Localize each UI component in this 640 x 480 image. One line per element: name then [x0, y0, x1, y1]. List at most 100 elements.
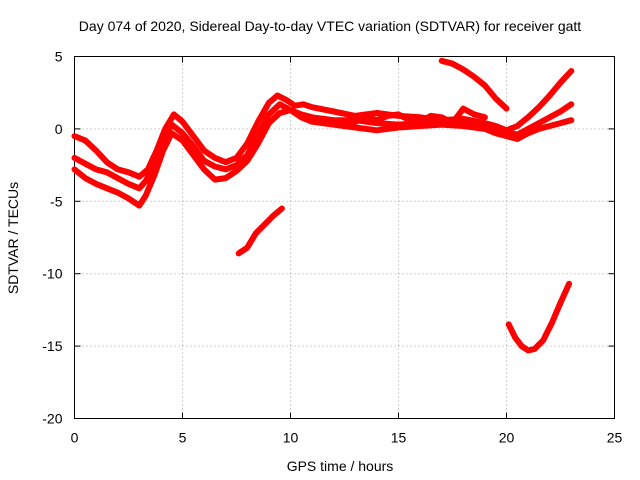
data-point [557, 300, 564, 306]
data-point [460, 66, 466, 73]
data-point [352, 124, 358, 131]
x-tick-label: 15 [391, 430, 407, 446]
data-point [449, 120, 456, 126]
y-tick-label: -20 [42, 411, 62, 427]
data-point [300, 101, 307, 107]
data-point [417, 123, 423, 129]
data-point [223, 175, 229, 181]
y-tick-label: 0 [55, 121, 63, 137]
data-point [115, 166, 121, 173]
data-point [331, 108, 337, 115]
data-point [201, 158, 207, 164]
data-point [525, 347, 531, 354]
data-point [104, 159, 110, 165]
x-tick-label: 5 [179, 430, 187, 446]
data-point [212, 155, 218, 161]
data-point [341, 121, 348, 128]
data-point [374, 117, 380, 123]
data-point [482, 114, 488, 120]
data-point [125, 195, 132, 202]
data-point [266, 111, 272, 118]
data-point [503, 133, 510, 139]
data-point [493, 95, 499, 102]
x-axis-label: GPS time / hours [287, 458, 394, 474]
data-point [93, 181, 99, 187]
data-point [482, 126, 488, 132]
data-point [223, 159, 229, 165]
data-point [292, 103, 298, 109]
data-point [93, 148, 99, 154]
data-point [568, 101, 574, 107]
data-point [82, 137, 88, 144]
y-tick-label: -10 [42, 266, 62, 282]
data-point [493, 130, 499, 136]
data-point [519, 343, 525, 349]
data-point [536, 126, 542, 132]
data-point [279, 205, 285, 212]
data-point [104, 185, 110, 191]
data-point [298, 114, 304, 120]
x-tick-label: 25 [607, 430, 623, 446]
data-point [439, 114, 445, 120]
data-point [277, 101, 283, 107]
tick-labels: 0 5 10 15 20 25 -20 -15 -10 -5 0 5 [42, 49, 622, 446]
data-point [233, 155, 240, 161]
data-point [331, 121, 337, 128]
data-point [395, 111, 402, 118]
data-point [506, 321, 512, 327]
data-point [233, 168, 240, 174]
data-point [244, 158, 250, 164]
data-point [125, 169, 132, 175]
data-point [540, 337, 546, 343]
data-point [179, 119, 186, 125]
data-point [261, 221, 268, 228]
data-point [547, 92, 553, 99]
data-point [104, 169, 110, 175]
x-tick-label: 10 [283, 430, 299, 446]
data-point [525, 130, 531, 136]
data-point [82, 175, 88, 181]
data-point [223, 166, 229, 173]
data-point [514, 136, 520, 142]
data-point [115, 190, 121, 196]
data-point [363, 114, 369, 120]
data-point [179, 137, 186, 144]
data-point [201, 166, 207, 173]
plot-frame [74, 56, 615, 419]
data-point [514, 123, 520, 129]
data-point [525, 114, 531, 120]
data-point [190, 133, 196, 139]
data-point [557, 79, 564, 86]
data-point [566, 281, 572, 287]
y-axis-label: SDTVAR / TECUs [5, 182, 21, 294]
series-line-track-3 [71, 107, 575, 209]
chart-title: Day 074 of 2020, Sidereal Day-to-day VTE… [79, 18, 582, 34]
x-tick-label: 20 [499, 430, 515, 446]
data-point [428, 113, 434, 119]
data-point [536, 120, 542, 126]
data-point [352, 119, 358, 125]
data-point [151, 172, 158, 178]
data-point [171, 111, 177, 118]
series-line-track-5 [438, 57, 510, 112]
data-point [568, 68, 574, 74]
data-point [471, 111, 477, 118]
data-point [266, 120, 272, 126]
y-tick-label: -15 [42, 338, 62, 354]
data-point [512, 334, 518, 341]
data-point [460, 106, 466, 112]
data-point [568, 117, 574, 123]
data-point [190, 143, 196, 149]
data-point [244, 140, 250, 146]
data-point [406, 117, 412, 123]
data-point [287, 107, 294, 113]
data-point [557, 108, 564, 115]
data-point [547, 114, 553, 120]
data-point [201, 148, 207, 154]
data-point [71, 133, 78, 139]
data-point [212, 176, 218, 183]
data-point [169, 130, 175, 136]
data-point [385, 113, 391, 119]
y-tick-label: 5 [55, 49, 63, 65]
